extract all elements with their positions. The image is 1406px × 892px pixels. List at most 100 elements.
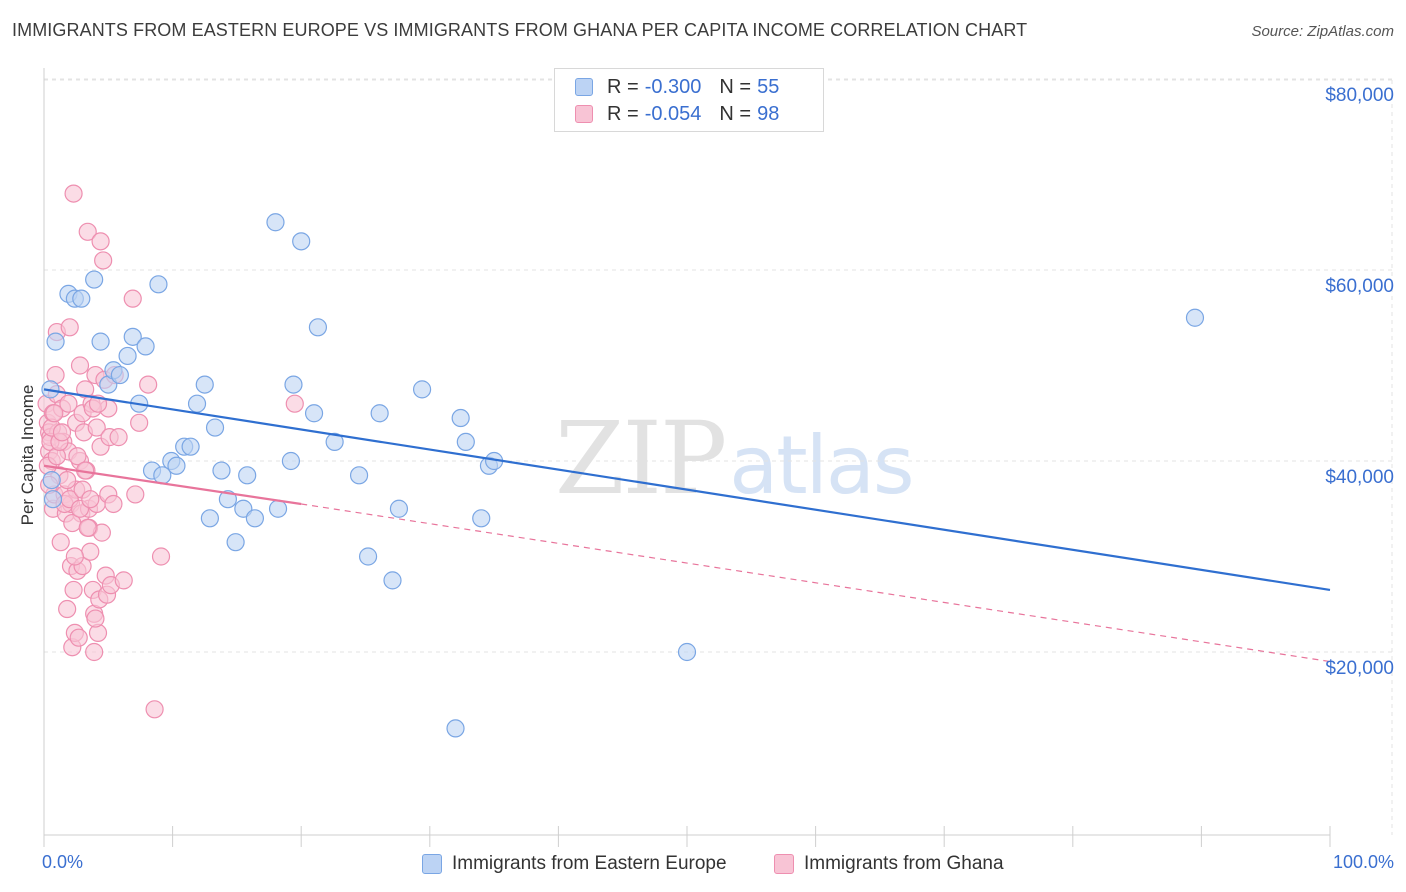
ghana-point bbox=[151, 547, 171, 566]
eastern-europe-point bbox=[91, 332, 110, 351]
ghana-point bbox=[109, 428, 128, 447]
ghana-point bbox=[70, 356, 90, 375]
eastern-europe-point bbox=[42, 471, 61, 490]
ghana-point bbox=[65, 547, 84, 566]
watermark: ZIPatlas bbox=[555, 400, 915, 517]
eastern-europe-point bbox=[118, 346, 137, 366]
eastern-europe-point bbox=[43, 490, 63, 509]
ghana-point bbox=[94, 251, 113, 270]
y-tick-label: $40,000 bbox=[1325, 467, 1394, 488]
bottom-legend-label-blue: Immigrants from Eastern Europe bbox=[452, 853, 727, 874]
eastern-europe-point bbox=[349, 466, 369, 485]
ghana-point bbox=[78, 518, 97, 537]
ghana-point bbox=[78, 222, 97, 241]
eastern-europe-point bbox=[284, 375, 303, 394]
eastern-europe-point bbox=[218, 490, 237, 509]
legend-n-label: N = bbox=[719, 75, 752, 98]
ghana-point bbox=[86, 609, 105, 628]
ghana-point bbox=[68, 447, 87, 466]
ghana-point bbox=[130, 413, 149, 432]
eastern-europe-point bbox=[205, 418, 225, 437]
ghana-point bbox=[45, 404, 64, 423]
eastern-europe-point bbox=[304, 404, 324, 423]
legend-row-blue: R = -0.300 N = 55 bbox=[575, 75, 779, 99]
legend-row-pink: R = -0.054 N = 98 bbox=[575, 102, 779, 126]
chart-source: Source: ZipAtlas.com bbox=[1251, 23, 1394, 40]
eastern-europe-point bbox=[266, 213, 285, 232]
eastern-europe-point bbox=[85, 270, 104, 289]
eastern-europe-point bbox=[181, 437, 200, 456]
eastern-europe-point bbox=[1185, 308, 1205, 327]
ghana-trend-line bbox=[43, 464, 302, 506]
legend-r-value: -0.300 bbox=[644, 75, 702, 98]
y-tick-label: $20,000 bbox=[1325, 658, 1394, 679]
watermark-zip: ZIP bbox=[555, 400, 727, 517]
eastern-europe-point bbox=[226, 533, 245, 552]
eastern-europe-point bbox=[472, 509, 491, 528]
ghana-point bbox=[59, 394, 78, 413]
eastern-europe-trend-line bbox=[43, 388, 1331, 592]
eastern-europe-point bbox=[187, 394, 207, 413]
eastern-europe-point bbox=[281, 451, 301, 471]
y-tick-label: $80,000 bbox=[1325, 85, 1394, 106]
eastern-europe-point bbox=[110, 365, 129, 385]
eastern-europe-point bbox=[389, 499, 409, 518]
ghana-point bbox=[91, 232, 110, 251]
ghana-point bbox=[145, 700, 164, 719]
eastern-europe-point bbox=[412, 380, 432, 399]
y-axis-label: Per Capita Income bbox=[18, 384, 37, 526]
y-tick-label: $60,000 bbox=[1325, 276, 1394, 297]
legend-r-value: -0.054 bbox=[644, 102, 702, 125]
ghana-point bbox=[81, 542, 100, 561]
legend-n-label: N = bbox=[719, 102, 752, 125]
bottom-legend-label-pink: Immigrants from Ghana bbox=[804, 853, 1004, 874]
ghana-point bbox=[58, 471, 77, 490]
stats-legend: R = -0.300 N = 55 R = -0.054 N = 98 bbox=[554, 68, 824, 132]
legend-n-value: 98 bbox=[757, 102, 780, 125]
legend-r-label: R = bbox=[607, 75, 639, 98]
eastern-europe-point bbox=[292, 232, 311, 251]
ghana-point bbox=[104, 494, 123, 514]
ghana-point bbox=[114, 571, 133, 590]
ghana-point bbox=[64, 580, 83, 600]
eastern-europe-point bbox=[238, 466, 257, 485]
eastern-europe-point bbox=[325, 432, 344, 451]
legend-swatch-pink bbox=[575, 105, 593, 123]
bottom-legend-swatch-pink bbox=[774, 854, 794, 874]
pink-series-points bbox=[37, 184, 304, 719]
ghana-point bbox=[139, 375, 158, 394]
ghana-point bbox=[87, 418, 106, 437]
eastern-europe-point bbox=[72, 289, 91, 308]
eastern-europe-point bbox=[370, 404, 389, 423]
ghana-point bbox=[51, 533, 70, 552]
ghana-point bbox=[52, 423, 72, 442]
ghana-point bbox=[58, 599, 77, 619]
eastern-europe-point bbox=[167, 456, 186, 475]
ghana-point bbox=[126, 485, 145, 504]
bottom-legend-blue: Immigrants from Eastern Europe bbox=[422, 852, 727, 876]
eastern-europe-point bbox=[212, 461, 231, 480]
blue-series-points bbox=[41, 213, 1205, 738]
legend-swatch-blue bbox=[575, 78, 593, 96]
eastern-europe-point bbox=[136, 337, 155, 356]
eastern-europe-point bbox=[446, 719, 465, 738]
watermark-atlas: atlas bbox=[729, 419, 914, 512]
eastern-europe-point bbox=[200, 509, 219, 528]
bottom-legend-pink: Immigrants from Ghana bbox=[774, 852, 1004, 876]
eastern-europe-point bbox=[677, 642, 697, 662]
chart-title: IMMIGRANTS FROM EASTERN EUROPE VS IMMIGR… bbox=[12, 20, 1028, 40]
eastern-europe-point bbox=[383, 571, 402, 590]
eastern-europe-point bbox=[46, 332, 65, 351]
bottom-legend-swatch-blue bbox=[422, 854, 442, 874]
grid-lines bbox=[44, 78, 1393, 835]
axes bbox=[43, 68, 1331, 847]
ghana-point bbox=[64, 184, 83, 203]
ghana-trend-line-extended bbox=[301, 503, 1331, 663]
x-axis-min-label: 0.0% bbox=[42, 852, 84, 872]
eastern-europe-point bbox=[451, 408, 470, 428]
eastern-europe-point bbox=[358, 547, 378, 566]
trend-lines bbox=[43, 388, 1331, 663]
eastern-europe-point bbox=[456, 432, 475, 451]
ghana-point bbox=[81, 490, 100, 509]
